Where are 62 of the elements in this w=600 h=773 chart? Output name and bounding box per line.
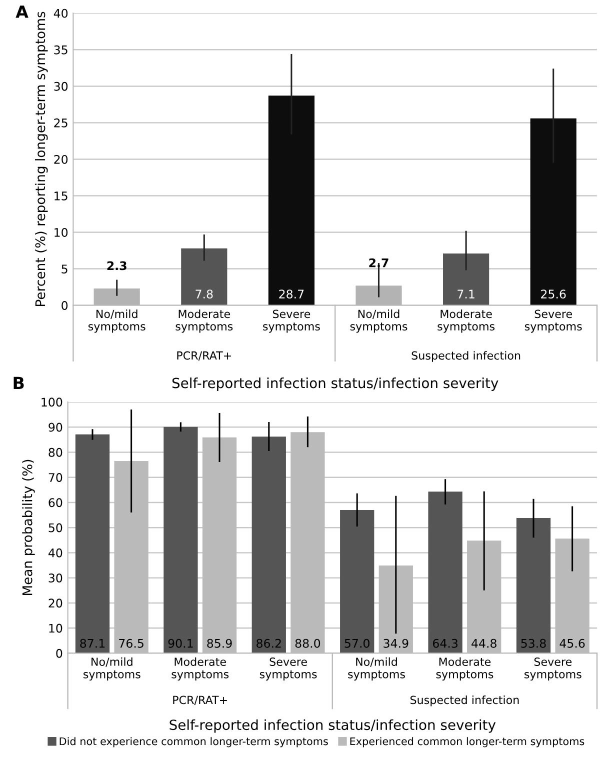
y-axis-title: Percent (%) reporting longer-term symptoms [34,12,48,306]
data-label: 87.1 [80,638,105,648]
data-label: 53.8 [521,638,546,648]
data-label: 44.8 [472,638,496,648]
data-label: 64.3 [432,638,458,648]
x-axis-title: Self-reported infection status/infection severity [172,378,498,391]
text: PCR/RAT+ [173,696,227,706]
data-label: 45.6 [560,638,585,648]
data-label: 25.6 [541,290,566,299]
y-tick-label: 10 [49,624,62,633]
text: A [16,6,28,18]
text: Suspected infection [412,351,520,362]
x-tick-label: No/mild symptoms [84,657,140,681]
data-label: 85.9 [207,638,232,648]
data-label: 28.7 [279,290,304,299]
legend-label: Experienced common longer-term symptoms [350,737,584,748]
legend-label: Did not experience common longer-term symptoms [60,737,328,748]
x-tick-label: Moderate symptoms [172,657,229,681]
y-tick-label: 20 [54,154,68,164]
data-label: 86.2 [256,638,281,648]
text: PCR/RAT+ [177,351,231,361]
text: Suspected infection [410,696,519,706]
data-label: 90.1 [168,638,193,648]
x-tick-label: Severe symptoms [524,310,582,333]
x-axis-title: Self-reported infection status/infection severity [170,719,496,733]
y-tick-label: 10 [54,228,68,237]
y-tick-label: 50 [48,523,62,532]
data-label: 2.3 [107,261,126,270]
y-tick-label: 20 [48,598,62,608]
data-label: 7.1 [458,290,474,298]
x-tick-label: No/mild symptoms [350,310,408,333]
y-tick-label: 15 [54,192,68,200]
data-label: 76.5 [119,638,144,648]
data-label: 34.9 [384,638,408,648]
y-tick-label: 0 [56,648,62,658]
y-axis-title: Mean probability (%) [22,460,35,596]
x-tick-label: No/mild symptoms [348,657,405,681]
y-tick-label: 40 [48,548,62,558]
x-tick-label: No/mild symptoms [88,310,146,333]
y-tick-label: 5 [62,264,68,274]
y-tick-label: 70 [48,473,62,482]
x-tick-label: Moderate symptoms [436,657,494,681]
data-label: 57.0 [344,638,370,648]
y-tick-label: 35 [54,45,68,54]
data-label: 2.7 [369,258,388,268]
y-tick-label: 60 [48,498,62,508]
text: B [14,376,24,389]
x-tick-label: Moderate symptoms [438,310,495,333]
y-tick-label: 0 [62,301,68,310]
data-label: 7.8 [196,290,213,299]
y-tick-label: 40 [54,8,68,18]
y-tick-label: 30 [54,82,68,91]
data-label: 88.0 [295,638,320,648]
x-tick-label: Moderate symptoms [176,310,233,333]
x-tick-label: Severe symptoms [263,310,320,333]
x-tick-label: Severe symptoms [524,658,582,681]
y-tick-label: 25 [54,118,68,128]
y-tick-label: 100 [42,398,62,407]
x-tick-label: Severe symptoms [260,658,317,681]
y-tick-label: 30 [48,574,62,582]
y-tick-label: 80 [48,448,62,457]
y-tick-label: 90 [48,422,62,432]
